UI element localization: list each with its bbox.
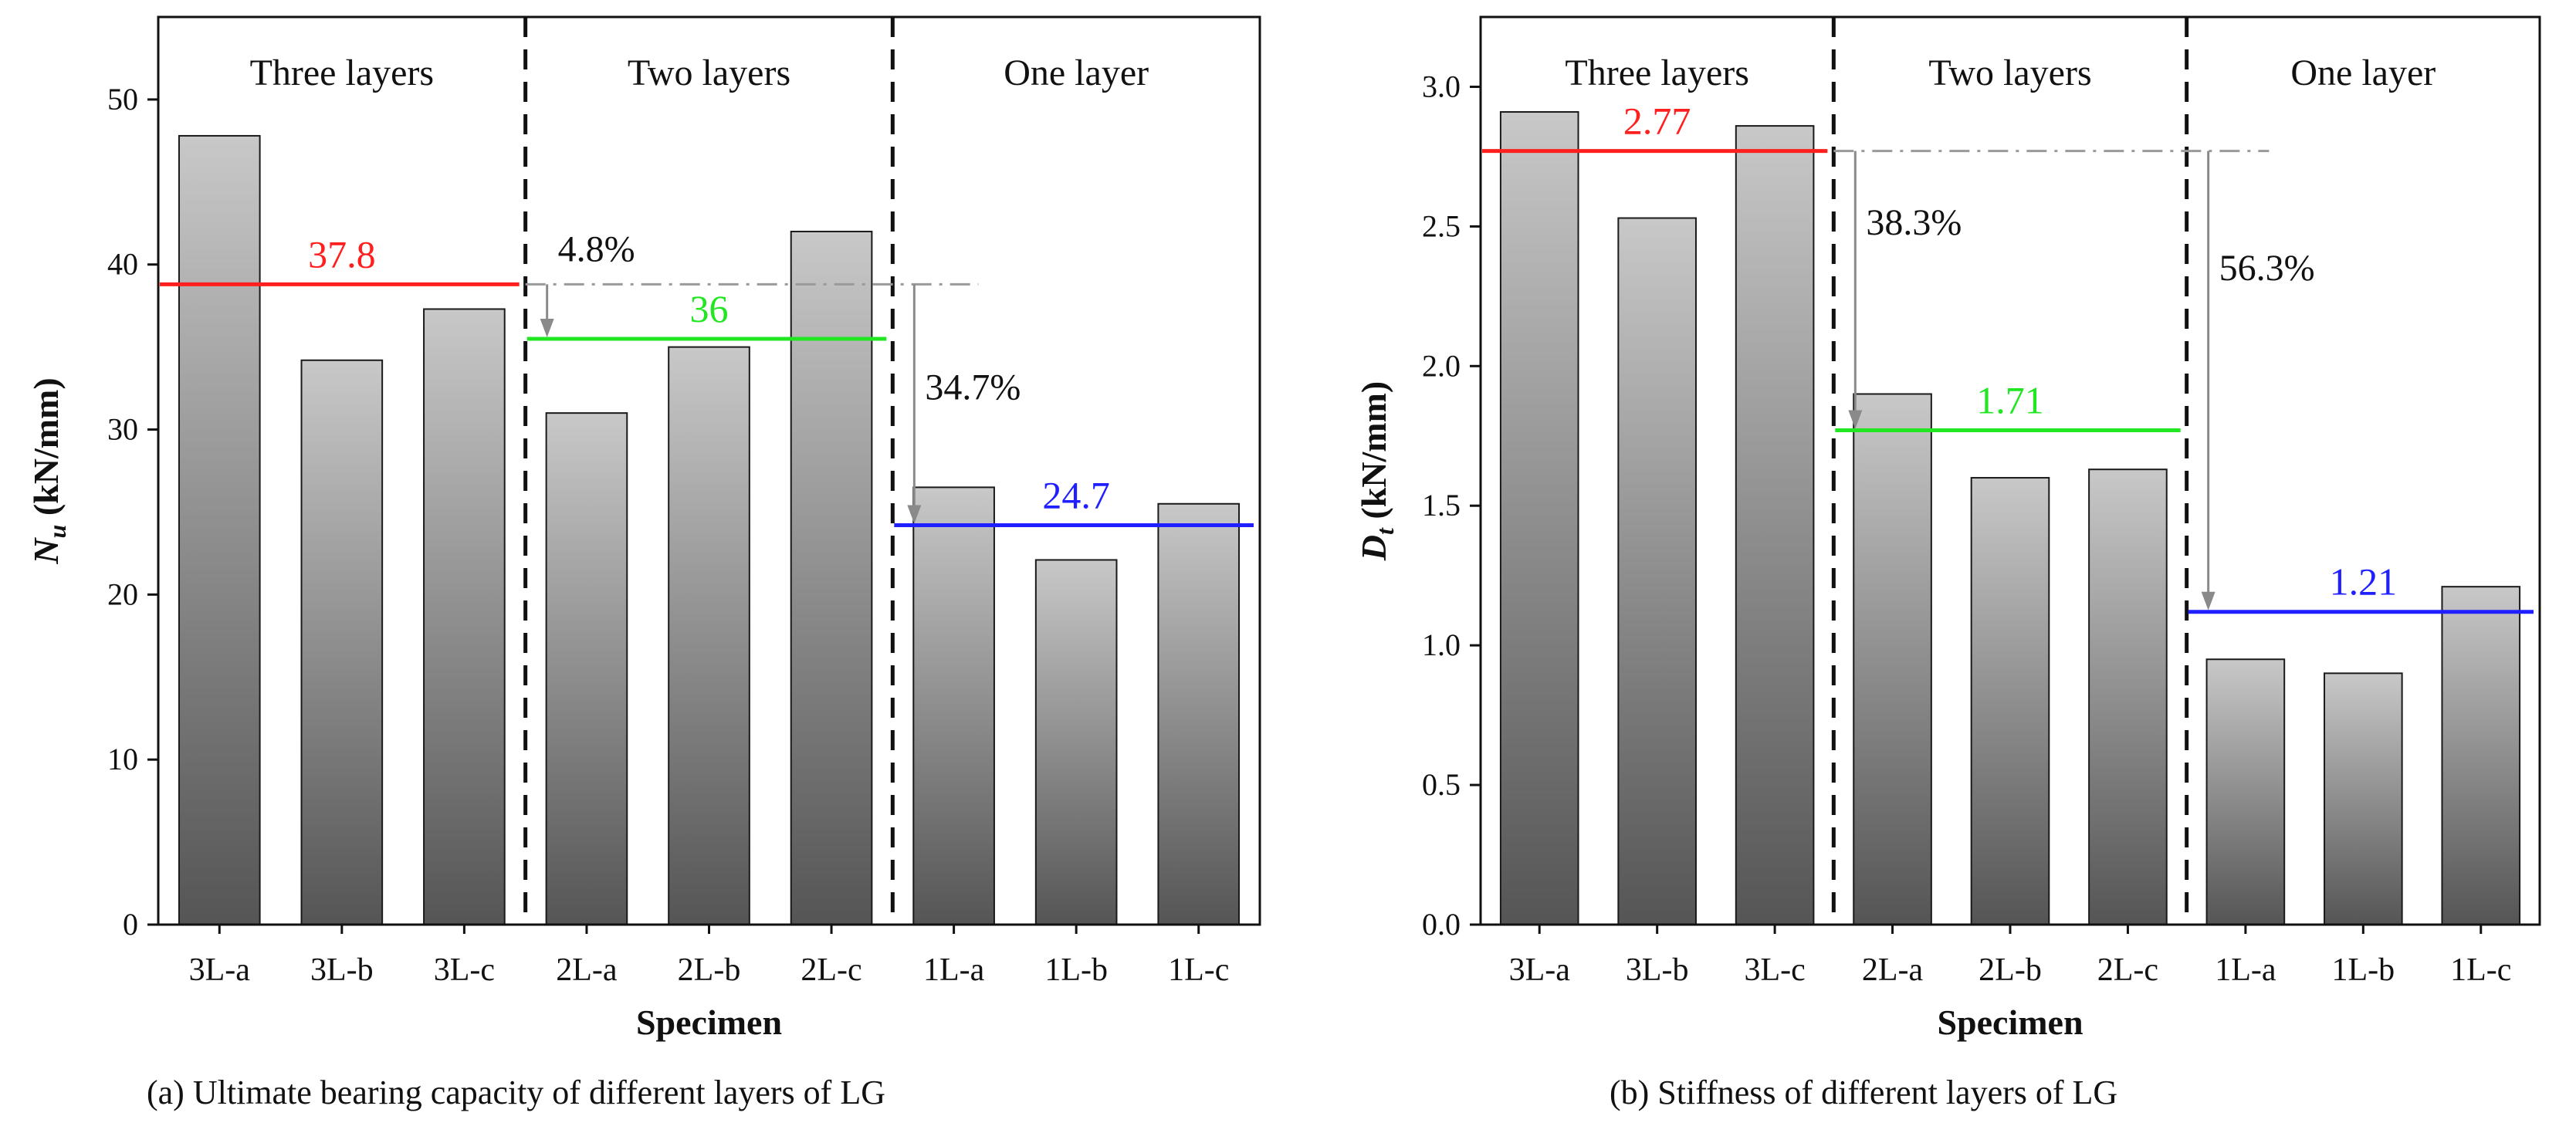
bar-3L-c	[423, 308, 506, 925]
y-tick-label: 50	[107, 82, 138, 117]
x-tick-label: 3L-b	[310, 952, 374, 988]
y-tick-label: 1.0	[1422, 627, 1461, 662]
group-label: One layer	[2290, 52, 2436, 93]
y-tick-label: 2.0	[1422, 348, 1461, 383]
reduction-label: 38.3%	[1866, 202, 1962, 243]
y-axis-title: Nu (kN/mm)	[26, 377, 71, 564]
x-tick-label: 1L-a	[923, 952, 985, 988]
bar-1L-c	[2441, 586, 2521, 925]
bar-1L-a	[912, 486, 995, 925]
y-tick-label: 30	[107, 412, 138, 447]
group-label: Three layers	[250, 52, 435, 93]
bar-1L-b	[1034, 559, 1118, 925]
group-label: One layer	[1004, 52, 1149, 93]
x-axis-title: Specimen	[636, 1003, 782, 1042]
y-tick-label: 10	[107, 742, 138, 776]
x-tick-label: 2L-c	[2097, 952, 2158, 988]
group-label: Three layers	[1565, 52, 1749, 93]
y-axis-title: Dt (kN/mm)	[1354, 381, 1399, 561]
group-label: Two layers	[628, 52, 790, 93]
chart-b-stiffness: 0.0 0.5 1.0 1.5 2.0 2.5 3.0 3L-a 3L-b 3L-c 2L-a 2L-…	[1354, 15, 2541, 1111]
x-tick-label: 3L-c	[1744, 952, 1805, 988]
bar-2L-b	[1970, 477, 2050, 925]
x-tick-label: 3L-c	[434, 952, 495, 988]
x-tick-label: 2L-a	[556, 952, 618, 988]
bar-3L-c	[1735, 125, 1815, 925]
bar-3L-b	[300, 359, 384, 925]
x-tick-label: 3L-a	[189, 952, 251, 988]
reduction-arrow-head	[907, 505, 922, 524]
bar-2L-c	[2088, 468, 2168, 925]
x-tick-label: 2L-a	[1862, 952, 1924, 988]
x-tick-label: 2L-b	[678, 952, 741, 988]
bar-2L-b	[668, 346, 750, 925]
figure-caption: (a) Ultimate bearing capacity of differe…	[147, 1074, 885, 1111]
mean-label: 36	[690, 287, 729, 330]
y-tick-label: 1.5	[1422, 488, 1461, 523]
bar-3L-b	[1617, 217, 1697, 925]
mean-label: 37.8	[308, 232, 376, 276]
reduction-arrow-head	[2201, 591, 2215, 610]
x-tick-label: 1L-a	[2215, 952, 2276, 988]
bar-1L-a	[2205, 658, 2286, 925]
x-tick-label: 1L-b	[2332, 952, 2395, 988]
bar-2L-c	[790, 230, 873, 925]
x-tick-label: 3L-a	[1509, 952, 1571, 988]
y-tick-label: 20	[107, 577, 138, 611]
x-tick-label: 3L-b	[1626, 952, 1689, 988]
mean-label: 24.7	[1042, 474, 1110, 517]
figure-caption: (b) Stiffness of different layers of LG	[1610, 1074, 2117, 1111]
x-axis-title: Specimen	[1937, 1003, 2083, 1042]
group-label: Two layers	[1928, 52, 2091, 93]
y-tick-label: 0.5	[1422, 767, 1461, 802]
reduction-label: 56.3%	[2219, 248, 2315, 289]
x-tick-label: 1L-c	[1168, 952, 1229, 988]
reduction-label: 34.7%	[925, 367, 1021, 408]
bar-1L-b	[2324, 672, 2403, 925]
reduction-arrow-head	[1848, 410, 1863, 429]
chart-a-ultimate-bearing-capacity: 0 10 20 30 40 50 3L-a 3L-b 3L-c 2L-a 2L-b 2L-c 1L-a 1…	[26, 15, 1261, 1111]
bar-3L-a	[1499, 111, 1579, 925]
y-tick-label: 3.0	[1422, 69, 1461, 103]
bar-1L-c	[1157, 502, 1241, 925]
x-tick-label: 1L-b	[1044, 952, 1108, 988]
reduction-arrow-head	[540, 318, 554, 337]
mean-label: 1.21	[2330, 560, 2398, 604]
y-tick-label: 0	[123, 907, 138, 942]
mean-label: 1.71	[1976, 379, 2044, 422]
bar-3L-a	[178, 134, 261, 925]
x-tick-label: 1L-c	[2450, 952, 2511, 988]
y-tick-label: 40	[107, 247, 138, 282]
y-tick-label: 0.0	[1422, 907, 1461, 942]
x-tick-label: 2L-c	[801, 952, 861, 988]
bar-2L-a	[545, 412, 628, 925]
reduction-label: 4.8%	[558, 228, 635, 269]
mean-label: 2.77	[1623, 100, 1691, 143]
y-tick-label: 2.5	[1422, 208, 1461, 243]
x-tick-label: 2L-b	[1979, 952, 2042, 988]
bar-2L-a	[1853, 393, 1932, 925]
